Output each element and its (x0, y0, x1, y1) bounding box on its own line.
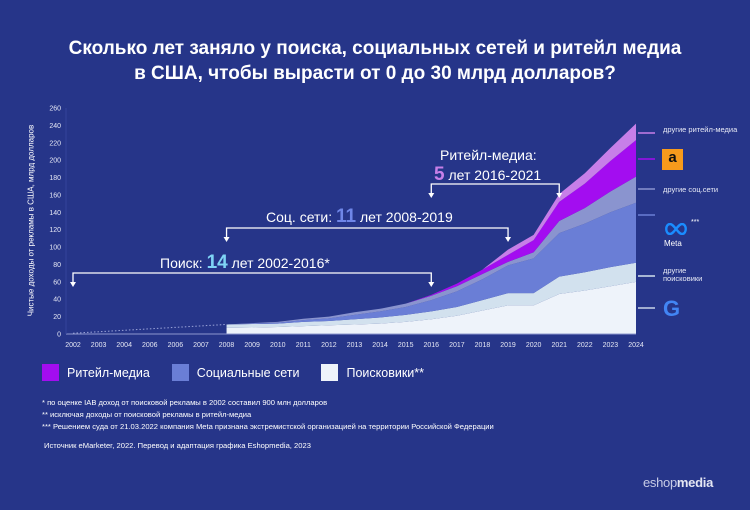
x-tick-label: 2024 (628, 342, 644, 349)
y-tick-label: 160 (49, 192, 61, 199)
label-other-retail: другие ритейл-медиа (663, 125, 738, 134)
x-tick-label: 2006 (142, 342, 158, 349)
title-line-1: Сколько лет заняло у поиска, социальных … (68, 38, 682, 59)
x-tick-label: 2013 (347, 342, 363, 349)
annotation-retail-line1: Ритейл-медиа: (440, 147, 537, 163)
y-tick-label: 140 (49, 210, 61, 217)
legend-swatch (171, 364, 189, 381)
annotation-years: 5 (434, 164, 445, 185)
legend-label: Социальные сети (196, 365, 300, 380)
y-tick-label: 20 (53, 314, 61, 321)
chart-title: Сколько лет заняло у поиска, социальных … (0, 36, 750, 86)
legend-search: Поисковики** (321, 364, 424, 381)
y-axis-title: Чистые доходы от рекламы в США, млрд дол… (26, 124, 36, 317)
label-other-search: другие поисковики (663, 266, 703, 283)
x-tick-label: 2014 (372, 342, 388, 349)
meta-text: Meta (664, 239, 682, 248)
x-tick-label: 2015 (398, 342, 414, 349)
y-tick-label: 0 (57, 332, 61, 339)
google-letter: G (663, 296, 681, 321)
area-other_search (226, 262, 636, 328)
y-tick-label: 80 (53, 262, 61, 269)
annotation-text: Соц. сети: (266, 209, 337, 225)
annotation-text: лет 2008-2019 (356, 209, 453, 225)
annotation-text: лет 2016-2021 (444, 167, 542, 183)
y-tick-label: 60 (53, 279, 61, 286)
x-tick-label: 2007 (193, 342, 209, 349)
annotation-years: 11 (336, 206, 357, 227)
x-tick-label: 2011 (296, 342, 311, 349)
stacked-area-chart: 0 20 40 60 80 100 120 140 160 180 200 220 240 260 2002… (49, 106, 655, 349)
x-tick-label: 2008 (219, 342, 235, 349)
area-google (226, 281, 636, 334)
x-tick-label: 2012 (321, 342, 337, 349)
y-tick-label: 220 (49, 140, 61, 147)
arrow-down-icon (505, 237, 512, 242)
arrow-down-icon (223, 237, 230, 242)
footnote: ** исключая доходы от поисковой рекламы … (42, 410, 252, 419)
x-tick-label: 2009 (244, 342, 260, 349)
bracket-search (72, 272, 432, 285)
arrow-down-icon (428, 282, 435, 287)
legend-swatch (42, 364, 59, 381)
y-tick-label: 240 (49, 123, 61, 130)
legend-retail: Ритейл-медиа (42, 364, 150, 381)
annotation-retail: 5 лет 2016-2021 (434, 164, 541, 186)
legend-social: Социальные сети (171, 364, 300, 381)
annotation-text: лет 2002-2016* (227, 255, 330, 271)
x-tick-label: 2023 (603, 342, 619, 349)
source-note: Источник eMarketer, 2022. Перевод и адап… (44, 441, 311, 450)
footnotes: * по оценке IAB доход от поисковой рекла… (42, 397, 494, 433)
annotation-text: Поиск: (160, 255, 207, 271)
annotation-years: 14 (206, 252, 228, 273)
area-meta (226, 202, 636, 325)
search-estimate-dotted-line (72, 323, 227, 334)
arrow-down-icon (70, 282, 76, 287)
x-tick-label: 2006 (168, 342, 184, 349)
x-tick-label: 2017 (449, 342, 465, 349)
legend-label: Поисковики** (346, 365, 425, 380)
eshopmedia-logo: eshopmedia (643, 475, 713, 490)
x-tick-label: 2021 (551, 342, 567, 349)
bracket-retail (430, 183, 560, 196)
title-line-2: в США, чтобы вырасти от 0 до 30 млрд дол… (134, 63, 616, 84)
arrow-down-icon (428, 193, 435, 198)
y-tick-label: 260 (49, 106, 61, 113)
x-tick-label: 2020 (526, 342, 542, 349)
y-tick-label: 120 (49, 227, 61, 234)
x-tick-label: 2004 (116, 342, 132, 349)
meta-infinity-icon (665, 222, 687, 236)
arrow-down-icon (556, 193, 563, 198)
label-other-social: другие соц.сети (663, 185, 719, 194)
y-tick-label: 40 (53, 297, 61, 304)
x-tick-label: 2016 (423, 342, 439, 349)
meta-icon: Meta *** (664, 219, 699, 248)
amazon-icon: a (662, 149, 683, 170)
x-tick-label: 2003 (91, 342, 107, 349)
footnote: *** Решением суда от 21.03.2022 компания… (42, 422, 494, 431)
logo-part: eshop (643, 475, 677, 490)
y-tick-label: 200 (49, 158, 61, 165)
legend: Ритейл-медиа Социальные сети Поисковики*… (42, 364, 424, 381)
bracket-social (225, 227, 509, 240)
annotation-search: Поиск: 14 лет 2002-2016* (160, 252, 330, 274)
amazon-letter: a (668, 149, 677, 166)
google-icon: G (663, 298, 685, 320)
legend-label: Ритейл-медиа (67, 365, 150, 380)
y-tick-label: 100 (49, 245, 61, 252)
x-tick-label: 2022 (577, 342, 593, 349)
x-tick-label: 2018 (475, 342, 491, 349)
x-tick-label: 2019 (500, 342, 516, 349)
meta-footnote-mark: *** (691, 219, 700, 226)
x-tick-label: 2010 (270, 342, 286, 349)
y-tick-label: 180 (49, 175, 61, 182)
legend-swatch (321, 364, 339, 381)
footnote: * по оценке IAB доход от поисковой рекла… (42, 398, 328, 407)
x-tick-label: 2002 (65, 342, 81, 349)
logo-part: media (676, 475, 713, 490)
annotation-social: Соц. сети: 11 лет 2008-2019 (266, 206, 453, 228)
